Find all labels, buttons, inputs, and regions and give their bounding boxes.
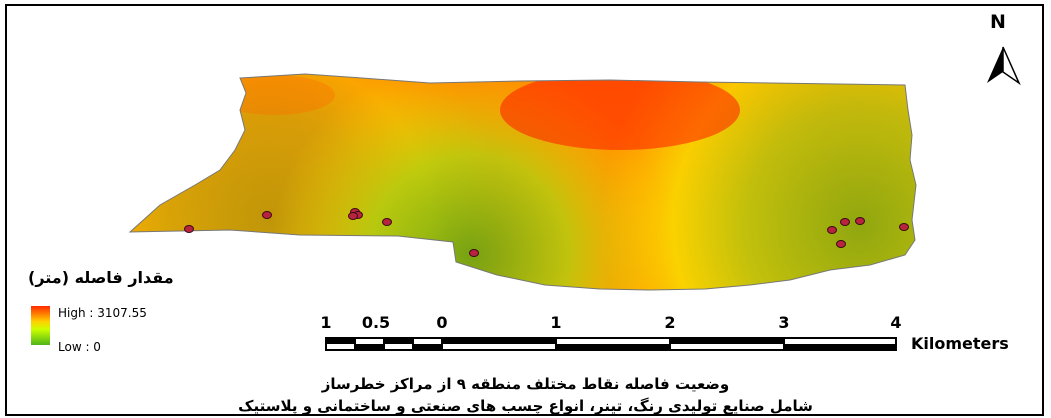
map-caption-line2: شامل صنایع تولیدی رنگ، تینر، انواع چسب ه… [238,397,813,415]
scale-segment [442,338,556,344]
hazard-point [827,226,837,234]
scale-segment [384,338,413,344]
scale-bar [325,337,897,351]
scale-segment [326,338,355,344]
scale-tick-label: 0 [436,313,448,332]
scale-segment [556,344,670,350]
hazard-point [382,218,392,226]
north-label: N [990,11,1006,33]
hazard-point [855,217,865,225]
scale-segment [784,344,896,350]
hazard-points-layer [184,208,909,257]
hazard-point [836,240,846,248]
scale-unit-label: Kilometers [911,334,1009,353]
hazard-point [262,211,272,219]
scale-tick-label: 2 [664,313,676,332]
legend-high-label: High : 3107.55 [58,306,147,320]
legend-title: مقدار فاصله (متر) [28,268,174,287]
scale-tick-label: 4 [890,313,902,332]
hazard-point [469,249,479,257]
legend-color-ramp [31,306,50,345]
scale-tick-label: 1 [320,313,332,332]
scale-tick-label: 0.5 [361,313,391,332]
scale-segment [355,344,384,350]
scale-tick-label: 3 [778,313,790,332]
scale-tick-label: 1 [550,313,562,332]
legend-low-label: Low : 0 [58,340,101,354]
map-frame [5,4,1044,416]
hazard-point [184,225,194,233]
hazard-point [348,212,358,220]
scale-segment [413,344,442,350]
map-caption-line1: وضعیت فاصله نقاط مختلف منطقه ۹ از مراکز … [321,375,730,393]
hazard-point [840,218,850,226]
scale-segment [670,338,784,344]
hazard-point [899,223,909,231]
north-arrow-icon [987,46,1021,86]
